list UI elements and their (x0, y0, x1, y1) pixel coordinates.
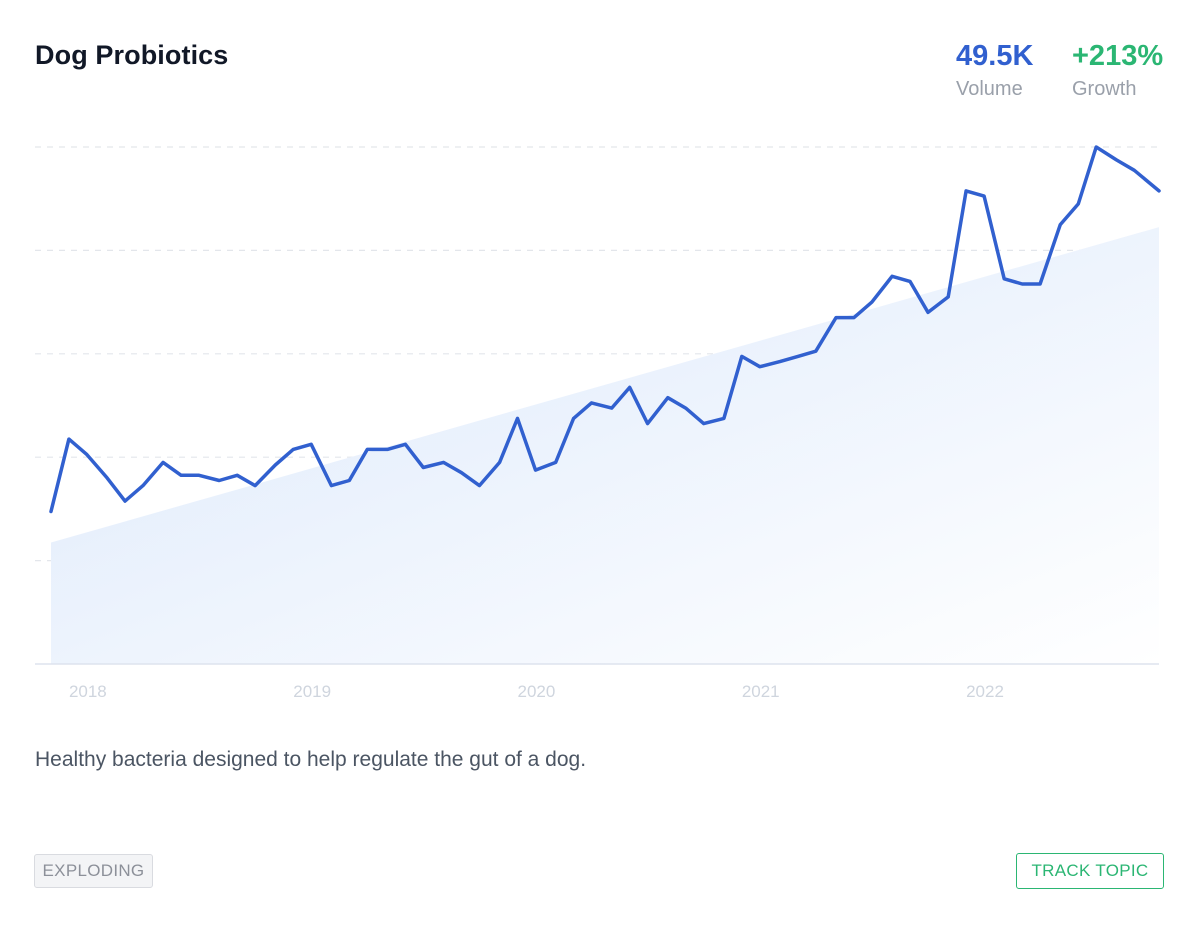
data-point (590, 401, 594, 405)
data-point (385, 447, 389, 451)
data-point (421, 466, 425, 470)
data-point (554, 460, 558, 464)
data-point (1038, 282, 1042, 286)
data-point (852, 316, 856, 320)
data-point (702, 422, 706, 426)
growth-value: +213% (1072, 40, 1164, 72)
data-point (253, 484, 257, 488)
topic-title: Dog Probiotics (35, 40, 229, 70)
data-point (946, 295, 950, 299)
data-point (365, 447, 369, 451)
data-point (814, 349, 818, 353)
data-point (796, 354, 800, 358)
data-point (1076, 202, 1080, 206)
data-point (982, 194, 986, 198)
x-axis-ticks: 2018 2019 2020 2021 2022 (69, 682, 1004, 701)
data-point (123, 499, 127, 503)
x-tick-label: 2020 (518, 682, 556, 701)
data-point (722, 416, 726, 420)
growth-label: Growth (1072, 78, 1137, 100)
data-point (740, 354, 744, 358)
data-point (329, 484, 333, 488)
trend-chart: 2018 2019 2020 2021 2022 (35, 145, 1161, 701)
data-point (908, 279, 912, 283)
data-point (1157, 189, 1161, 193)
data-point (460, 471, 464, 475)
data-point (291, 447, 295, 451)
data-point (666, 396, 670, 400)
data-point (1058, 223, 1062, 227)
x-tick-label: 2019 (293, 682, 331, 701)
data-point (834, 316, 838, 320)
data-point (890, 274, 894, 278)
series-line-volume (49, 145, 1161, 514)
data-point (179, 473, 183, 477)
data-point (49, 510, 53, 514)
data-point (161, 460, 165, 464)
data-point (628, 385, 632, 389)
data-point (758, 365, 762, 369)
data-point (684, 406, 688, 410)
data-point (105, 476, 109, 480)
x-tick-label: 2021 (742, 682, 780, 701)
data-point (217, 479, 221, 483)
data-point (1114, 158, 1118, 162)
data-point (141, 484, 145, 488)
data-point (870, 300, 874, 304)
status-badge: EXPLODING (34, 854, 153, 888)
data-point (964, 189, 968, 193)
data-point (67, 437, 71, 441)
data-point (1002, 277, 1006, 281)
data-point (273, 463, 277, 467)
data-point (235, 473, 239, 477)
data-point (309, 442, 313, 446)
trend-area (51, 227, 1159, 664)
x-tick-label: 2018 (69, 682, 107, 701)
volume-label: Volume (956, 78, 1023, 100)
data-point (197, 473, 201, 477)
data-point (442, 460, 446, 464)
data-point (1132, 168, 1136, 172)
volume-stat: 49.5K Volume (956, 38, 1033, 101)
data-point (516, 416, 520, 420)
data-point (646, 422, 650, 426)
data-point (347, 479, 351, 483)
data-point (926, 310, 930, 314)
data-point (572, 416, 576, 420)
data-point (1020, 282, 1024, 286)
data-point (477, 484, 481, 488)
data-point (403, 442, 407, 446)
data-point (610, 406, 614, 410)
x-tick-label: 2022 (966, 682, 1004, 701)
data-point (534, 468, 538, 472)
data-point (498, 460, 502, 464)
topic-description: Healthy bacteria designed to help regula… (35, 748, 587, 771)
data-point (778, 360, 782, 364)
track-topic-button[interactable]: TRACK TOPIC (1016, 853, 1164, 889)
data-point (85, 453, 89, 457)
data-point (1094, 145, 1098, 149)
growth-stat: +213% Growth (1072, 38, 1163, 101)
volume-value: 49.5K (956, 40, 1034, 72)
